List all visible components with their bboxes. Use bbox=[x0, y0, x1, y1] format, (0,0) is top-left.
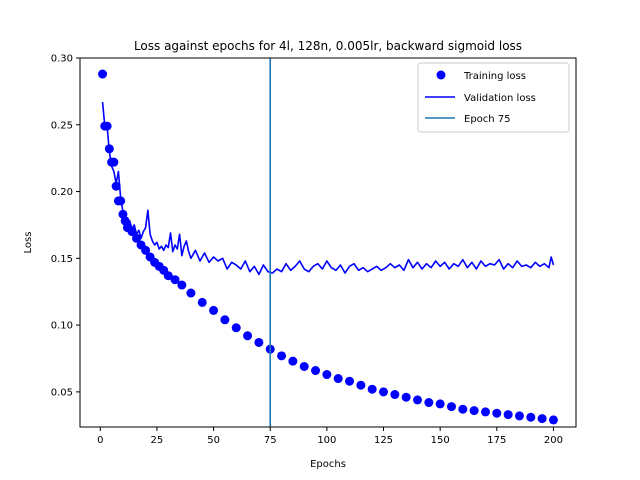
training-loss-point bbox=[254, 337, 264, 347]
training-loss-point bbox=[111, 181, 121, 191]
training-loss-point bbox=[98, 69, 108, 79]
x-tick-label: 0 bbox=[97, 435, 103, 446]
legend: Training loss Validation loss Epoch 75 bbox=[417, 62, 570, 133]
y-axis-label: Loss bbox=[23, 232, 34, 254]
y-tick-label: 0.25 bbox=[51, 120, 73, 131]
training-loss-point bbox=[480, 407, 490, 417]
y-tick-label: 0.10 bbox=[51, 321, 73, 332]
training-loss-point bbox=[141, 245, 151, 255]
training-loss-point bbox=[299, 362, 309, 371]
legend-label-epoch-75: Epoch 75 bbox=[464, 114, 511, 125]
training-loss-point bbox=[311, 366, 321, 376]
training-loss-point bbox=[104, 144, 114, 154]
x-tick-label: 150 bbox=[431, 435, 450, 446]
training-loss-point bbox=[492, 408, 502, 418]
ticks-layer: 0 25 50 75 100 125 150 175 200 0.05 0.10 0.15 0.20 0.… bbox=[51, 54, 563, 447]
training-loss-point bbox=[469, 406, 479, 416]
x-tick-label: 175 bbox=[487, 435, 506, 446]
training-loss-point bbox=[197, 297, 207, 307]
x-tick-label: 25 bbox=[151, 435, 164, 446]
training-loss-point bbox=[116, 196, 126, 206]
training-loss-point bbox=[435, 399, 445, 409]
x-tick-label: 200 bbox=[544, 435, 563, 446]
training-loss-point bbox=[186, 288, 196, 298]
training-loss-point bbox=[322, 370, 332, 380]
training-loss-point bbox=[503, 410, 513, 420]
training-loss-point bbox=[109, 157, 119, 167]
training-loss-point bbox=[127, 227, 137, 237]
training-loss-point bbox=[177, 280, 187, 290]
chart-title: Loss against epochs for 4l, 128n, 0.005l… bbox=[134, 39, 522, 53]
training-loss-point bbox=[367, 384, 377, 394]
training-loss-point bbox=[526, 412, 536, 422]
series-layer bbox=[98, 58, 558, 427]
training-loss-point bbox=[514, 411, 524, 421]
training-loss-point bbox=[345, 376, 355, 386]
training-loss-point bbox=[413, 395, 422, 405]
training-loss-point bbox=[231, 323, 241, 333]
validation-loss-line bbox=[101, 101, 555, 276]
training-loss-point bbox=[243, 331, 253, 341]
legend-label-validation-loss: Validation loss bbox=[464, 93, 536, 104]
training-loss-point bbox=[424, 398, 434, 408]
y-tick-label: 0.05 bbox=[51, 387, 73, 398]
training-loss-point bbox=[333, 374, 343, 384]
training-loss-point bbox=[220, 315, 230, 325]
training-loss-point bbox=[446, 402, 456, 412]
x-tick-label: 125 bbox=[374, 435, 393, 446]
training-loss-point bbox=[288, 356, 298, 366]
x-axis-label: Epochs bbox=[310, 459, 346, 470]
training-loss-point bbox=[401, 392, 411, 402]
legend-label-training-loss: Training loss bbox=[463, 71, 526, 82]
training-loss-point bbox=[277, 351, 287, 361]
legend-frame bbox=[417, 62, 570, 133]
training-loss-point bbox=[379, 387, 389, 397]
training-loss-point bbox=[390, 390, 400, 400]
y-tick-label: 0.15 bbox=[51, 254, 73, 265]
training-loss-point bbox=[132, 233, 142, 243]
training-loss-point bbox=[537, 414, 547, 424]
y-tick-label: 0.30 bbox=[51, 54, 73, 65]
training-loss-point bbox=[163, 271, 173, 281]
x-tick-label: 100 bbox=[317, 435, 336, 446]
training-loss-point bbox=[356, 380, 366, 390]
y-tick-label: 0.20 bbox=[51, 187, 73, 198]
x-tick-label: 50 bbox=[207, 435, 220, 446]
plot-frame bbox=[79, 57, 577, 428]
training-loss-point bbox=[102, 121, 112, 131]
x-tick-label: 75 bbox=[264, 435, 277, 446]
training-loss-point bbox=[170, 275, 180, 285]
training-loss-point bbox=[209, 305, 219, 315]
legend-marker-training-loss bbox=[436, 70, 446, 80]
training-loss-point bbox=[548, 415, 558, 425]
training-loss-point bbox=[458, 404, 468, 414]
